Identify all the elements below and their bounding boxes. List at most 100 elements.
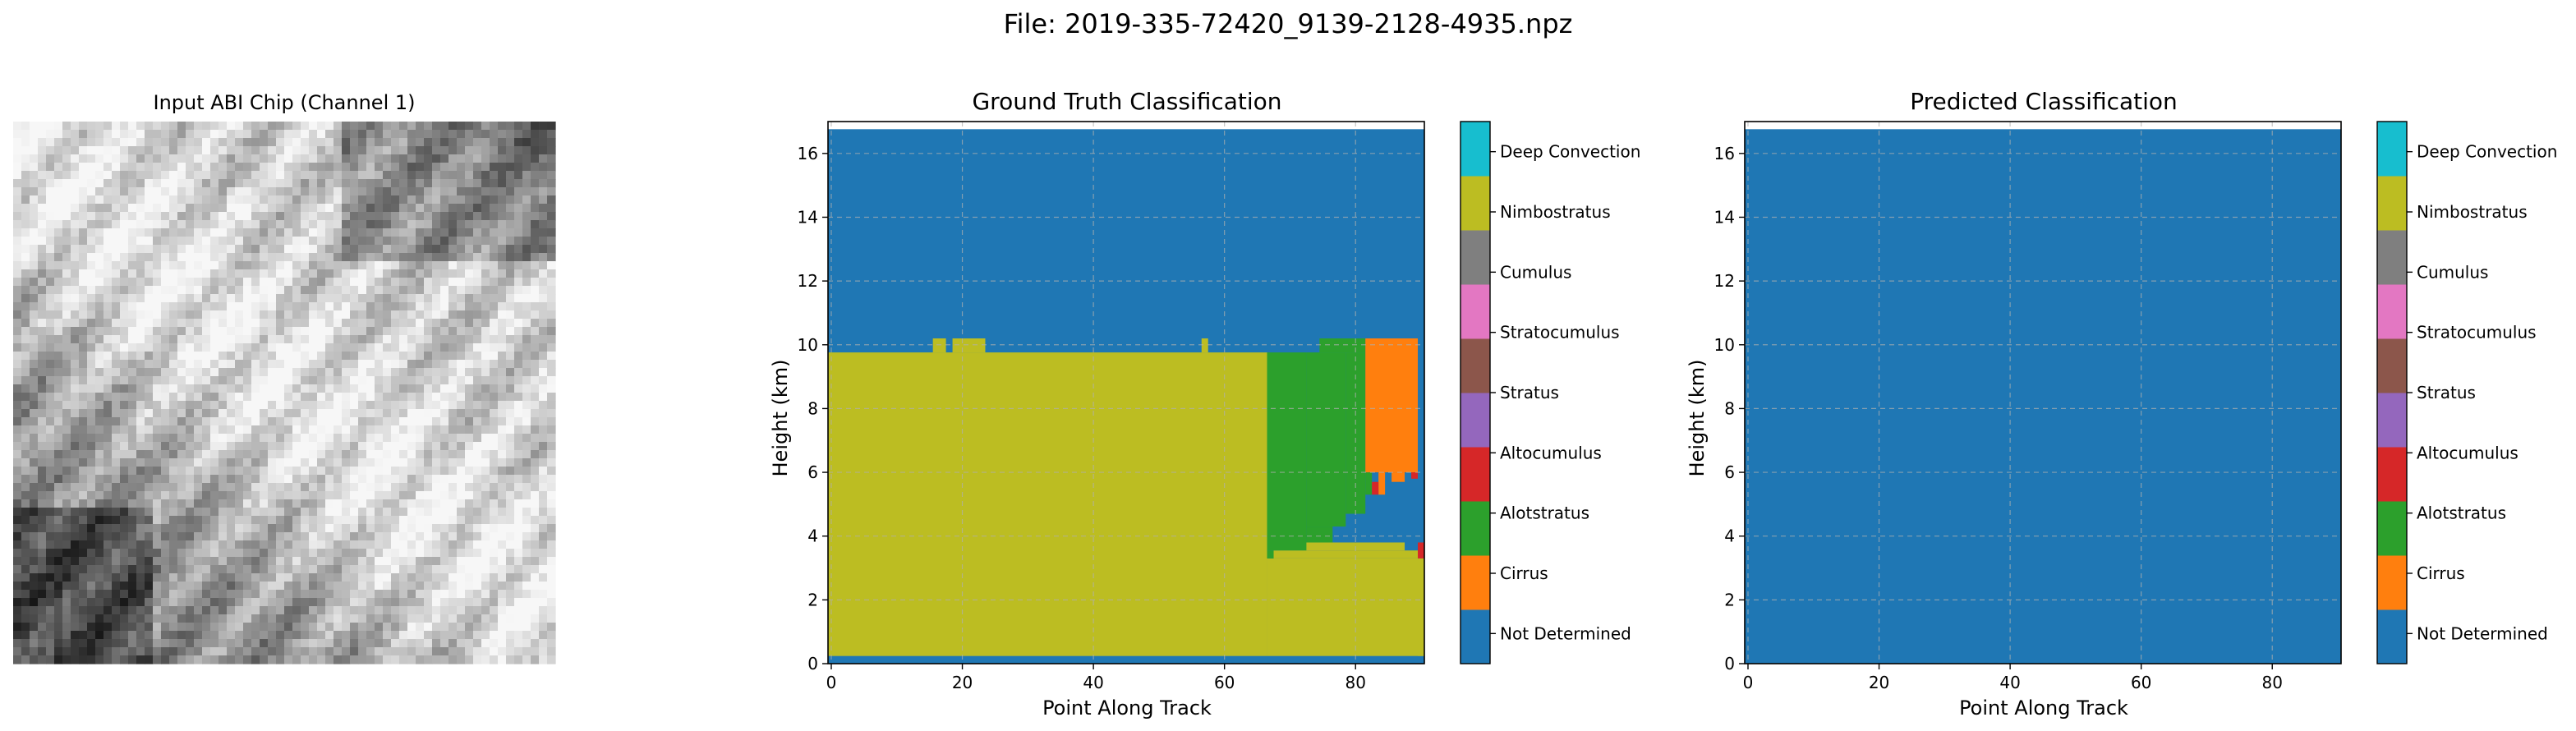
image-pixel: [473, 138, 482, 147]
image-pixel: [194, 434, 203, 443]
image-pixel: [136, 278, 145, 287]
image-pixel: [292, 606, 301, 615]
image-pixel: [539, 179, 548, 188]
image-pixel: [276, 393, 285, 402]
image-pixel: [448, 450, 458, 459]
image-pixel: [358, 286, 367, 295]
colorbar-label: Not Determined: [1500, 623, 1631, 643]
image-pixel: [62, 368, 71, 377]
y-tick-label: 14: [798, 207, 818, 227]
image-pixel: [46, 573, 55, 582]
image-pixel: [145, 590, 154, 599]
image-pixel: [169, 606, 178, 615]
image-pixel: [153, 606, 162, 615]
image-pixel: [309, 409, 318, 418]
image-pixel: [186, 458, 195, 467]
image-pixel: [202, 237, 211, 246]
image-pixel: [87, 327, 96, 336]
image-pixel: [276, 434, 285, 443]
image-pixel: [243, 237, 252, 246]
image-pixel: [366, 540, 375, 549]
image-pixel: [218, 425, 228, 434]
image-pixel: [210, 647, 219, 656]
image-pixel: [473, 376, 482, 385]
colorbar-swatch: [2377, 122, 2407, 177]
image-pixel: [407, 261, 416, 270]
image-pixel: [260, 647, 269, 656]
image-pixel: [186, 401, 195, 410]
image-pixel: [375, 204, 384, 213]
image-pixel: [87, 483, 96, 492]
image-pixel: [490, 524, 499, 533]
image-pixel: [120, 655, 129, 664]
image-pixel: [506, 573, 515, 582]
image-pixel: [440, 163, 449, 172]
image-pixel: [235, 598, 244, 607]
image-pixel: [301, 606, 310, 615]
image-pixel: [268, 573, 277, 582]
image-pixel: [227, 434, 236, 443]
image-pixel: [79, 130, 88, 139]
image-pixel: [424, 623, 433, 632]
image-pixel: [522, 146, 531, 155]
image-pixel: [424, 483, 433, 492]
image-pixel: [473, 401, 482, 410]
image-pixel: [202, 458, 211, 467]
image-pixel: [301, 540, 310, 549]
image-pixel: [481, 425, 490, 434]
image-pixel: [292, 450, 301, 459]
image-pixel: [350, 138, 359, 147]
image-pixel: [79, 352, 88, 361]
image-pixel: [46, 655, 55, 664]
image-pixel: [498, 286, 507, 295]
image-pixel: [407, 475, 416, 484]
image-pixel: [457, 360, 466, 369]
image-pixel: [177, 269, 186, 278]
image-pixel: [334, 655, 343, 664]
image-pixel: [153, 261, 162, 270]
image-pixel: [136, 319, 145, 328]
image-pixel: [432, 130, 441, 139]
image-pixel: [399, 516, 408, 525]
image-pixel: [301, 220, 310, 229]
image-pixel: [54, 598, 63, 607]
image-pixel: [268, 606, 277, 615]
image-pixel: [522, 409, 531, 418]
image-pixel: [292, 245, 301, 254]
image-pixel: [350, 516, 359, 525]
image-pixel: [375, 352, 384, 361]
image-pixel: [268, 146, 277, 155]
image-pixel: [243, 532, 252, 541]
image-pixel: [416, 425, 425, 434]
image-pixel: [46, 557, 55, 566]
image-pixel: [54, 401, 63, 410]
image-pixel: [448, 434, 458, 443]
image-pixel: [194, 294, 203, 303]
image-pixel: [531, 557, 540, 566]
image-pixel: [440, 450, 449, 459]
image-pixel: [301, 491, 310, 500]
image-pixel: [432, 228, 441, 237]
image-pixel: [128, 146, 137, 155]
image-pixel: [498, 138, 507, 147]
image-pixel: [498, 368, 507, 377]
image-pixel: [260, 483, 269, 492]
image-pixel: [325, 467, 334, 476]
image-pixel: [473, 483, 482, 492]
image-pixel: [531, 582, 540, 591]
image-pixel: [407, 442, 416, 451]
image-pixel: [62, 237, 71, 246]
image-pixel: [416, 639, 425, 648]
image-pixel: [432, 278, 441, 287]
image-pixel: [153, 146, 162, 155]
image-pixel: [21, 130, 30, 139]
image-pixel: [375, 393, 384, 402]
image-pixel: [71, 286, 80, 295]
image-pixel: [522, 163, 531, 172]
image-pixel: [169, 565, 178, 574]
image-pixel: [432, 499, 441, 508]
image-pixel: [46, 647, 55, 656]
image-pixel: [375, 171, 384, 180]
image-pixel: [498, 220, 507, 229]
image-pixel: [465, 261, 474, 270]
